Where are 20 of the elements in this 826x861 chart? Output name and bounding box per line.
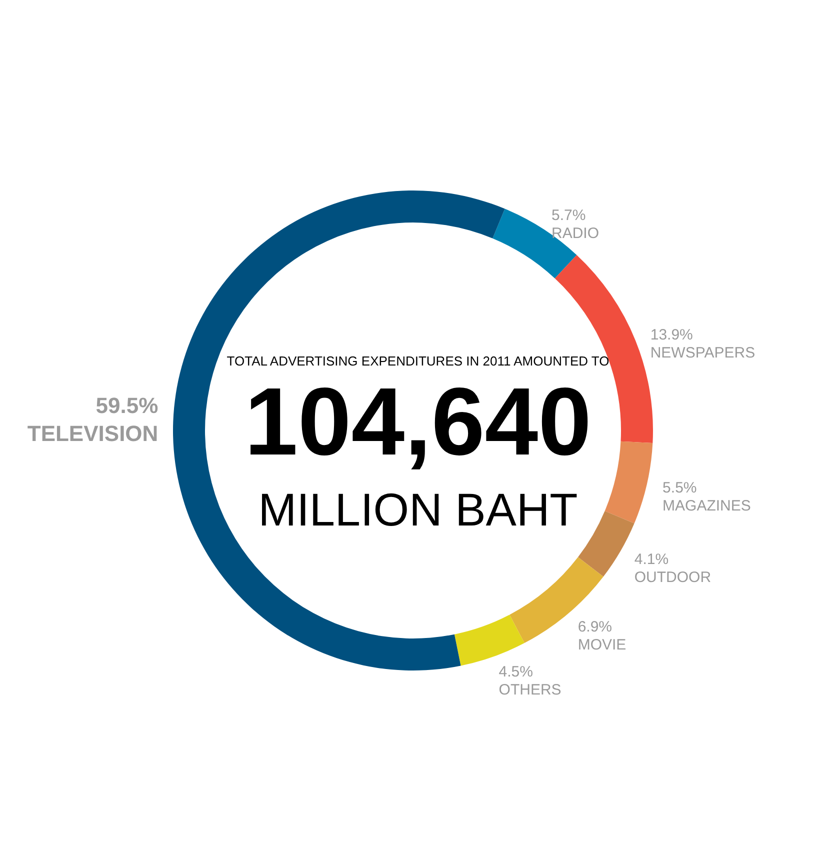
slice-label: RADIO	[551, 225, 600, 242]
data-label: 4.5%	[498, 664, 533, 681]
text: MILLION BAHT	[258, 484, 578, 536]
slice-label: NEWSPAPERS	[650, 344, 756, 362]
data-label: 5.7%	[551, 207, 586, 224]
donut-slice	[578, 511, 634, 577]
data-label: 13.9%	[650, 326, 693, 344]
data-label: 4.1%	[634, 551, 669, 568]
slice-label: OTHERS	[498, 682, 562, 699]
data-label: 6.9%	[578, 618, 612, 636]
slice-label: MAGAZINES	[662, 498, 751, 515]
donut-slice	[454, 614, 524, 666]
donut-slice	[604, 441, 653, 524]
text: 104,640	[244, 368, 592, 476]
slice-label: OUTDOOR	[634, 569, 712, 586]
data-label: 59.5%	[96, 392, 158, 418]
text: TOTAL ADVERTISING EXPENDITURES IN 2011 AMOUNTED TO	[226, 354, 610, 368]
slice-label: TELEVISION	[27, 420, 158, 446]
data-label: 5.5%	[662, 480, 697, 497]
slice-label: MOVIE	[578, 636, 626, 654]
